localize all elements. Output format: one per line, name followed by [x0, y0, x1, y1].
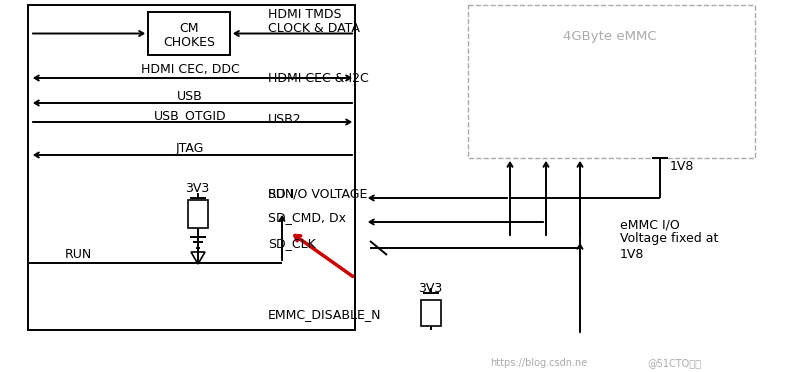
Text: EMMC_DISABLE_N: EMMC_DISABLE_N	[268, 308, 382, 321]
Text: Voltage fixed at: Voltage fixed at	[620, 232, 718, 245]
Text: SD_CLK: SD_CLK	[268, 237, 316, 250]
Text: RUN: RUN	[65, 248, 93, 262]
Text: 3V3: 3V3	[418, 282, 442, 295]
Text: 1V8: 1V8	[620, 248, 644, 261]
Text: CM: CM	[179, 22, 199, 35]
Text: HDMI CEC, DDC: HDMI CEC, DDC	[141, 63, 239, 76]
Text: USB: USB	[177, 90, 203, 103]
Text: eMMC I/O: eMMC I/O	[620, 218, 680, 231]
Text: HDMI TMDS: HDMI TMDS	[268, 8, 341, 21]
Text: SD_CMD, Dx: SD_CMD, Dx	[268, 212, 346, 224]
Text: SD I/O VOLTAGE: SD I/O VOLTAGE	[268, 187, 367, 201]
Text: CHOKES: CHOKES	[163, 36, 215, 49]
Text: 1V8: 1V8	[670, 160, 695, 173]
Text: RUN: RUN	[268, 188, 295, 201]
Text: USB_OTGID: USB_OTGID	[154, 109, 226, 122]
Bar	[421, 300, 441, 326]
Text: 4GByte eMMC: 4GByte eMMC	[563, 30, 657, 43]
Text: HDMI CEC & I2C: HDMI CEC & I2C	[268, 72, 369, 85]
Bar	[148, 12, 230, 55]
Text: @51CTO博客: @51CTO博客	[647, 358, 701, 368]
Bar	[28, 5, 355, 330]
Text: JTAG: JTAG	[176, 142, 204, 155]
Bar	[468, 5, 755, 158]
Text: USB2: USB2	[268, 113, 301, 126]
Bar	[188, 200, 208, 228]
Text: 3V3: 3V3	[185, 182, 210, 195]
Text: CLOCK & DATA: CLOCK & DATA	[268, 22, 360, 35]
Text: https://blog.csdn.ne: https://blog.csdn.ne	[490, 358, 587, 368]
